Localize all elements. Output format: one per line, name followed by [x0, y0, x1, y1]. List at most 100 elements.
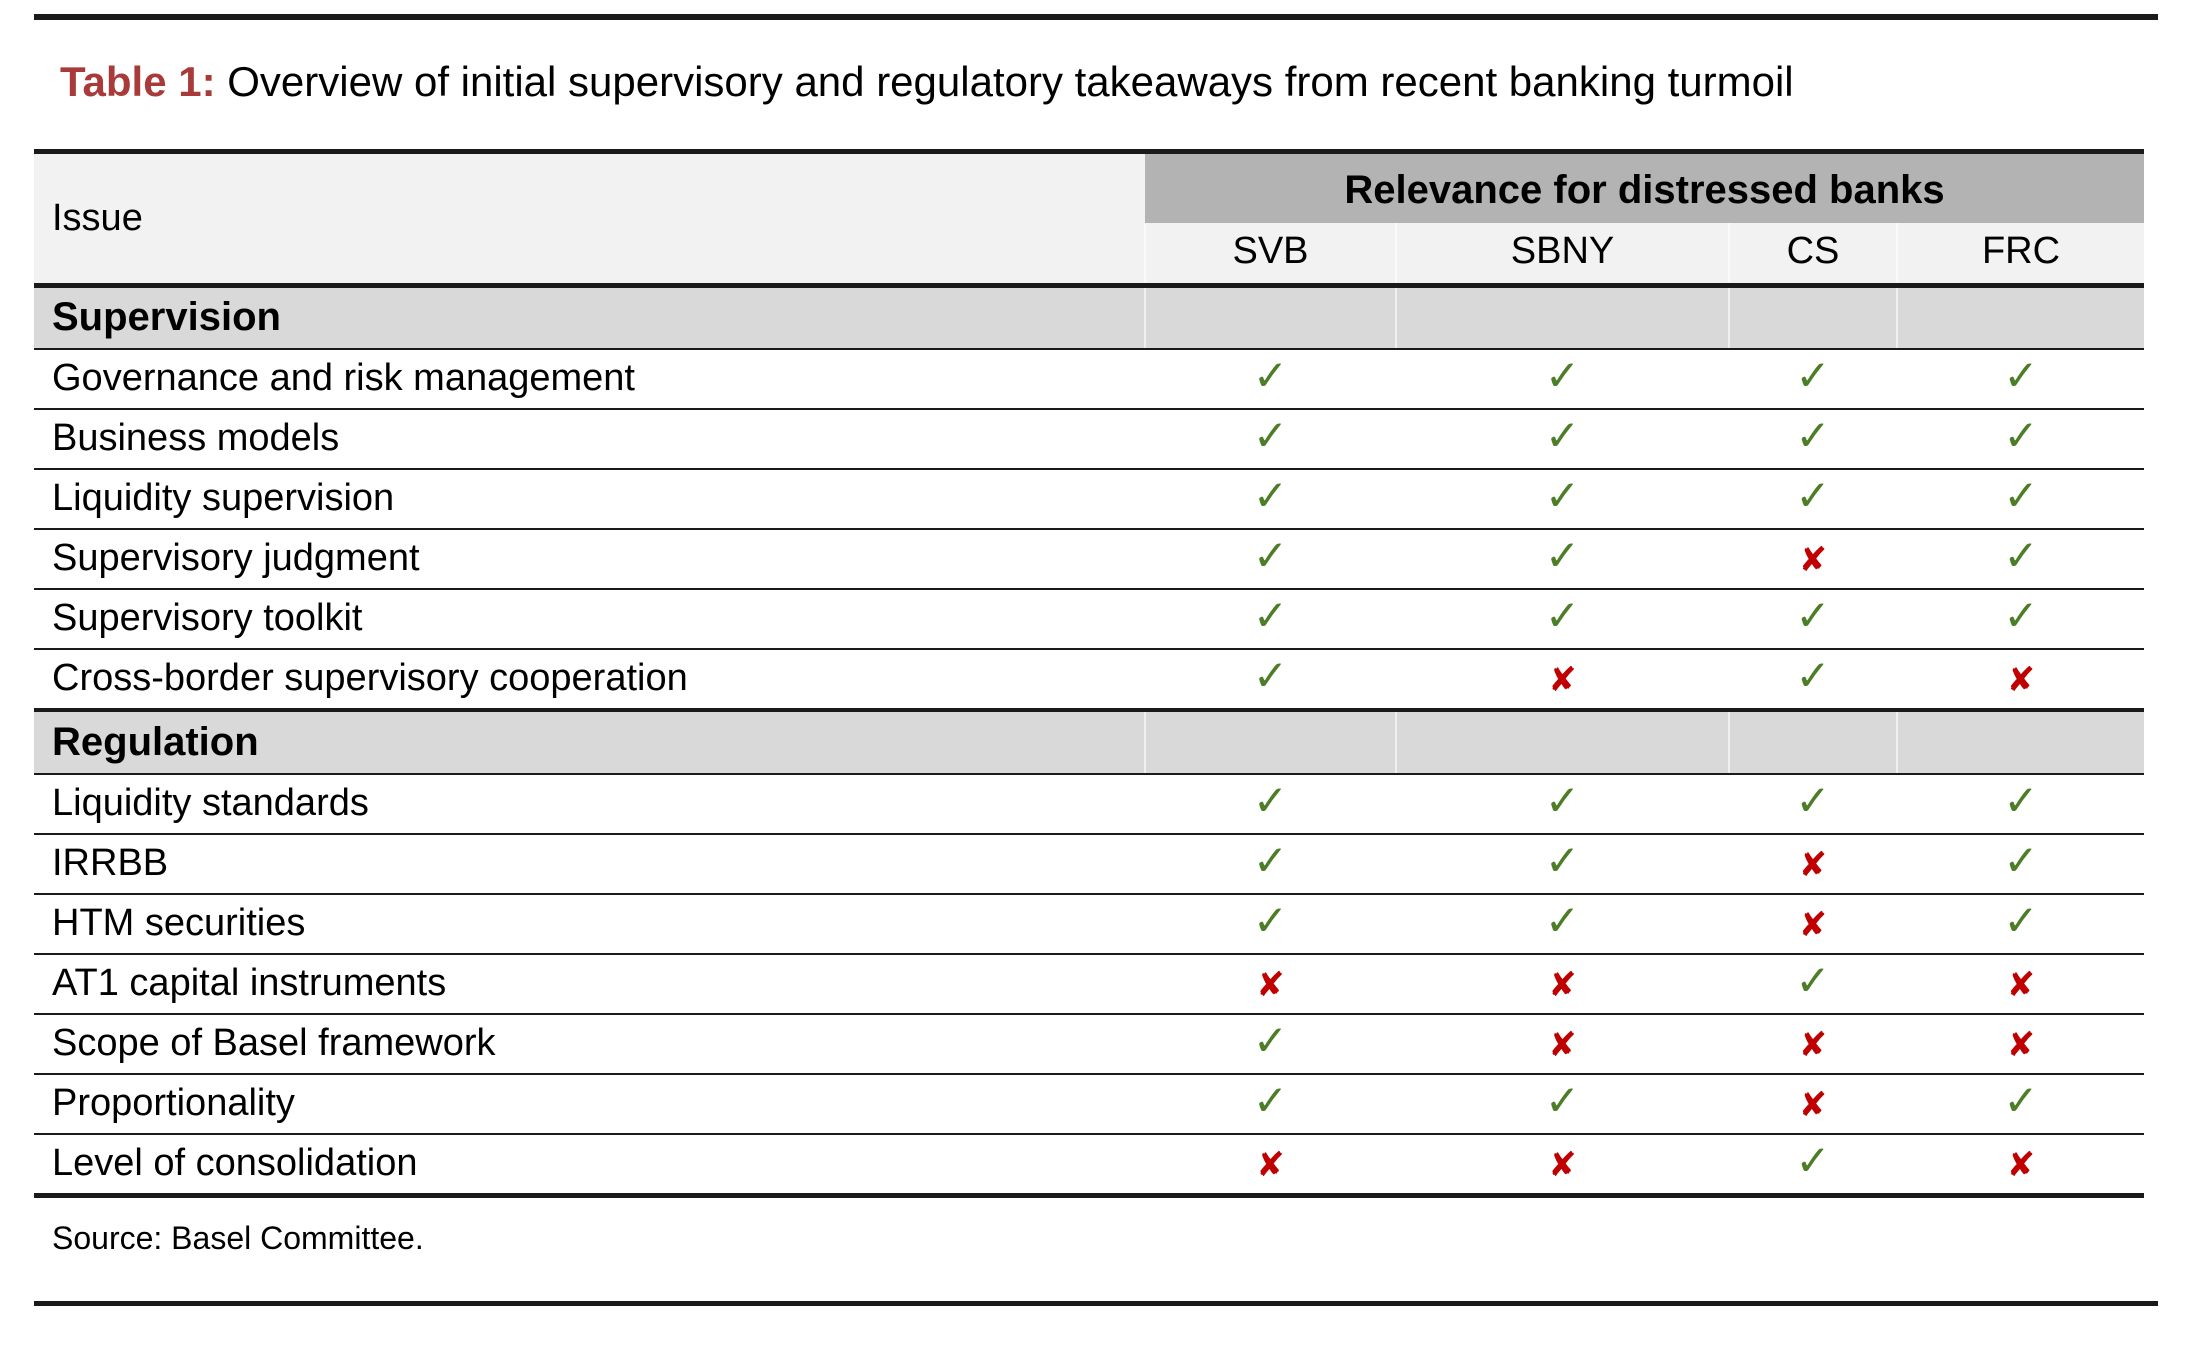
- mark-cell-cs: ✓: [1728, 589, 1897, 651]
- section-title-regulation: Regulation: [34, 708, 1145, 776]
- mark-cell-frc: ✘: [1895, 649, 2145, 712]
- mark-cell-cs: ✓: [1728, 1134, 1897, 1199]
- mark-cell-svb: ✓: [1144, 589, 1396, 651]
- table-row: Liquidity standards ✓ ✓ ✓ ✓: [34, 774, 2145, 836]
- table-row: AT1 capital instruments ✘ ✘ ✓ ✘: [34, 954, 2145, 1016]
- mark-cell-svb: ✘: [1144, 1134, 1396, 1199]
- table-header: Issue Relevance for distressed banks SVB…: [34, 151, 2145, 288]
- issue-label: Governance and risk management: [34, 349, 1145, 411]
- issue-label: AT1 capital instruments: [34, 954, 1145, 1016]
- mark-cell-cs: ✘: [1728, 834, 1897, 896]
- mark-cell-frc: ✓: [1895, 529, 2145, 591]
- mark-cell-frc: ✘: [1895, 1014, 2145, 1076]
- empty-cell: [1895, 285, 2145, 351]
- mark-cell-cs: ✓: [1728, 409, 1897, 471]
- section-row-supervision: Supervision: [34, 285, 2145, 351]
- table-title: Table 1: Overview of initial supervisory…: [60, 52, 1960, 113]
- top-rule: [34, 14, 2158, 20]
- mark-cell-svb: ✓: [1144, 774, 1396, 836]
- mark-cell-sbny: ✘: [1395, 1134, 1729, 1199]
- mark-cell-cs: ✓: [1728, 469, 1897, 531]
- empty-cell: [1728, 285, 1897, 351]
- table-title-text: Overview of initial supervisory and regu…: [227, 58, 1794, 105]
- issue-label: IRRBB: [34, 834, 1145, 896]
- mark-cell-sbny: ✘: [1395, 649, 1729, 712]
- section-row-regulation: Regulation: [34, 708, 2145, 776]
- mark-cell-sbny: ✓: [1395, 894, 1729, 956]
- document-page: Table 1: Overview of initial supervisory…: [34, 14, 2158, 1307]
- mark-cell-svb: ✓: [1144, 469, 1396, 531]
- mark-cell-frc: ✓: [1895, 469, 2145, 531]
- mark-cell-cs: ✓: [1728, 349, 1897, 411]
- mark-cell-sbny: ✓: [1395, 1074, 1729, 1136]
- issue-label: Liquidity standards: [34, 774, 1145, 836]
- mark-cell-frc: ✓: [1895, 894, 2145, 956]
- mark-cell-svb: ✓: [1144, 1074, 1396, 1136]
- mark-cell-frc: ✓: [1895, 1074, 2145, 1136]
- header-row-group: Issue Relevance for distressed banks: [34, 151, 2145, 288]
- table-row: Scope of Basel framework ✓ ✘ ✘ ✘: [34, 1014, 2145, 1076]
- issue-label: Supervisory judgment: [34, 529, 1145, 591]
- mark-cell-frc: ✓: [1895, 409, 2145, 471]
- header-row-banks: SVB SBNY CS FRC: [34, 223, 2145, 288]
- table-number-label: Table 1:: [60, 58, 216, 105]
- mark-cell-cs: ✘: [1728, 894, 1897, 956]
- empty-cell: [1728, 708, 1897, 776]
- mark-cell-svb: ✘: [1144, 954, 1396, 1016]
- table-row: Governance and risk management ✓ ✓ ✓ ✓: [34, 349, 2145, 411]
- mark-cell-sbny: ✓: [1395, 589, 1729, 651]
- mark-cell-svb: ✓: [1144, 649, 1396, 712]
- mark-cell-cs: ✓: [1728, 954, 1897, 1016]
- mark-cell-frc: ✓: [1895, 589, 2145, 651]
- column-header-frc: FRC: [1895, 223, 2145, 288]
- mark-cell-sbny: ✘: [1395, 954, 1729, 1016]
- mark-cell-sbny: ✓: [1395, 774, 1729, 836]
- mark-cell-frc: ✘: [1895, 954, 2145, 1016]
- table-row: Level of consolidation ✘ ✘ ✓ ✘: [34, 1134, 2145, 1199]
- table-row: IRRBB ✓ ✓ ✘ ✓: [34, 834, 2145, 896]
- empty-cell: [1395, 285, 1729, 351]
- issue-column-header: Issue: [34, 151, 1145, 288]
- column-header-cs: CS: [1728, 223, 1897, 288]
- mark-cell-svb: ✓: [1144, 529, 1396, 591]
- mark-cell-sbny: ✓: [1395, 834, 1729, 896]
- table-row: Liquidity supervision ✓ ✓ ✓ ✓: [34, 469, 2145, 531]
- issue-label: Supervisory toolkit: [34, 589, 1145, 651]
- issue-label: Liquidity supervision: [34, 469, 1145, 531]
- mark-cell-cs: ✘: [1728, 1074, 1897, 1136]
- takeaways-table: Issue Relevance for distressed banks SVB…: [34, 148, 2145, 1199]
- mark-cell-svb: ✓: [1144, 834, 1396, 896]
- mark-cell-svb: ✓: [1144, 894, 1396, 956]
- mark-cell-sbny: ✓: [1395, 409, 1729, 471]
- issue-label: HTM securities: [34, 894, 1145, 956]
- table-row: Supervisory judgment ✓ ✓ ✘ ✓: [34, 529, 2145, 591]
- issue-label: Proportionality: [34, 1074, 1145, 1136]
- source-note: Source: Basel Committee.: [52, 1220, 424, 1257]
- mark-cell-cs: ✘: [1728, 529, 1897, 591]
- mark-cell-sbny: ✓: [1395, 469, 1729, 531]
- mark-cell-sbny: ✘: [1395, 1014, 1729, 1076]
- table-row: Cross-border supervisory cooperation ✓ ✘…: [34, 649, 2145, 712]
- bottom-rule: [34, 1301, 2158, 1307]
- issue-label: Business models: [34, 409, 1145, 471]
- mark-cell-frc: ✓: [1895, 834, 2145, 896]
- mark-cell-svb: ✓: [1144, 409, 1396, 471]
- mark-cell-cs: ✓: [1728, 649, 1897, 712]
- column-header-sbny: SBNY: [1395, 223, 1729, 288]
- mark-cell-frc: ✓: [1895, 349, 2145, 411]
- issue-label: Scope of Basel framework: [34, 1014, 1145, 1076]
- table-row: Business models ✓ ✓ ✓ ✓: [34, 409, 2145, 471]
- mark-cell-svb: ✓: [1144, 349, 1396, 411]
- table-row: Supervisory toolkit ✓ ✓ ✓ ✓: [34, 589, 2145, 651]
- mark-cell-sbny: ✓: [1395, 349, 1729, 411]
- section-title-supervision: Supervision: [34, 285, 1145, 351]
- column-header-svb: SVB: [1144, 223, 1396, 288]
- mark-cell-cs: ✘: [1728, 1014, 1897, 1076]
- empty-cell: [1144, 285, 1396, 351]
- mark-cell-sbny: ✓: [1395, 529, 1729, 591]
- issue-label: Cross-border supervisory cooperation: [34, 649, 1145, 712]
- mark-cell-frc: ✓: [1895, 774, 2145, 836]
- empty-cell: [1144, 708, 1396, 776]
- mark-cell-cs: ✓: [1728, 774, 1897, 836]
- table-body: Supervision Governance and risk manageme…: [34, 285, 2145, 1199]
